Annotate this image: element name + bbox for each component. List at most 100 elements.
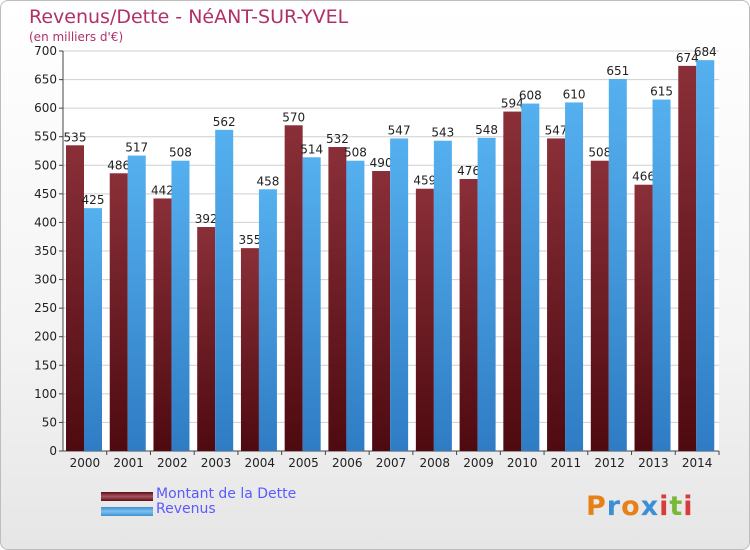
bar-revenus (258, 189, 277, 452)
x-tick-label: 2002 (157, 456, 188, 470)
bar-dette (590, 160, 609, 451)
bar-dette (678, 65, 697, 451)
logo-letter: P (586, 491, 607, 522)
bar-value-label: 490 (370, 156, 393, 170)
legend-label-dette: Montant de la Dette (156, 486, 297, 502)
bar-revenus (433, 140, 452, 451)
logo-letter: x (640, 491, 660, 522)
bar-revenus (652, 99, 671, 452)
y-tick-label: 50 (42, 415, 57, 429)
y-tick-label: 250 (34, 301, 57, 315)
x-tick-label: 2000 (70, 456, 101, 470)
x-tick-label: 2013 (638, 456, 669, 470)
bar-dette (459, 179, 478, 451)
bar-value-label: 508 (588, 146, 611, 160)
bar-dette (328, 147, 347, 451)
logo-letter: o (621, 491, 641, 522)
bar-value-label: 355 (238, 233, 261, 247)
y-tick-label: 300 (34, 273, 57, 287)
bar-revenus (565, 102, 584, 451)
y-tick-label: 0 (49, 444, 57, 458)
x-tick-label: 2010 (507, 456, 538, 470)
bar-dette (66, 145, 84, 452)
bar-value-label: 466 (632, 170, 655, 184)
x-tick-label: 2012 (594, 456, 625, 470)
bar-revenus (608, 79, 627, 451)
bar-value-label: 425 (82, 193, 105, 207)
bar-value-label: 486 (107, 158, 130, 172)
bar-revenus (127, 155, 146, 452)
x-tick-label: 2005 (288, 456, 319, 470)
proxiti-logo: Proxiti (586, 491, 694, 522)
x-tick-label: 2003 (201, 456, 232, 470)
legend-swatch-dette (101, 492, 153, 501)
bar-revenus (346, 160, 365, 451)
logo-letter: i (659, 491, 670, 522)
x-tick-label: 2014 (682, 456, 713, 470)
bar-value-label: 651 (606, 64, 629, 78)
bar-dette (634, 184, 653, 451)
y-tick-label: 100 (34, 387, 57, 401)
bar-value-label: 615 (650, 85, 673, 99)
bar-revenus (84, 208, 102, 451)
bar-dette (547, 138, 566, 451)
bar-dette (197, 227, 216, 451)
bar-dette (240, 248, 259, 451)
y-tick-label: 500 (34, 158, 57, 172)
legend-label-revenus: Revenus (156, 501, 216, 517)
bar-dette (109, 173, 128, 452)
y-tick-label: 600 (34, 101, 57, 115)
bar-value-label: 514 (300, 142, 323, 156)
bar-value-label: 562 (213, 115, 236, 129)
bar-dette (415, 188, 434, 451)
y-tick-label: 200 (34, 330, 57, 344)
bar-value-label: 543 (431, 126, 454, 140)
bar-dette (284, 125, 303, 452)
x-tick-label: 2007 (376, 456, 407, 470)
bar-value-label: 548 (475, 123, 498, 137)
x-tick-label: 2008 (419, 456, 450, 470)
bar-value-label: 535 (64, 130, 87, 144)
bar-value-label: 547 (388, 123, 411, 137)
bar-revenus (171, 160, 190, 451)
y-tick-label: 450 (34, 187, 57, 201)
bar-value-label: 608 (519, 89, 542, 103)
bar-value-label: 594 (501, 97, 524, 111)
logo-letter: t (669, 491, 684, 522)
legend-swatch-revenus (101, 507, 153, 516)
bar-revenus (215, 129, 234, 451)
bar-value-label: 532 (326, 132, 349, 146)
bar-revenus (477, 137, 496, 451)
bar-value-label: 684 (694, 45, 717, 59)
bar-value-label: 610 (563, 87, 586, 101)
x-tick-label: 2009 (463, 456, 494, 470)
logo-letter: i (683, 491, 694, 522)
bar-value-label: 476 (457, 164, 480, 178)
y-tick-label: 400 (34, 215, 57, 229)
x-tick-label: 2004 (245, 456, 276, 470)
y-tick-label: 650 (34, 73, 57, 87)
bar-value-label: 458 (256, 174, 279, 188)
x-tick-label: 2011 (551, 456, 582, 470)
bar-dette (372, 171, 391, 451)
bar-dette (503, 111, 522, 452)
bar-value-label: 442 (151, 183, 174, 197)
bar-value-label: 674 (676, 51, 699, 65)
bar-value-label: 508 (169, 146, 192, 160)
x-tick-label: 2001 (113, 456, 144, 470)
chart-subtitle: (en milliers d'€) (29, 30, 124, 44)
chart-title: Revenus/Dette - NéANT-SUR-YVEL (29, 6, 349, 28)
bar-revenus (696, 60, 715, 452)
y-tick-label: 350 (34, 244, 57, 258)
y-tick-label: 150 (34, 358, 57, 372)
y-tick-label: 550 (34, 130, 57, 144)
x-tick-label: 2006 (332, 456, 363, 470)
y-tick-label: 700 (34, 44, 57, 58)
bar-value-label: 459 (413, 174, 436, 188)
bar-revenus (390, 138, 409, 451)
bar-revenus (302, 157, 321, 452)
bar-value-label: 547 (545, 123, 568, 137)
logo-letter: r (606, 491, 622, 522)
